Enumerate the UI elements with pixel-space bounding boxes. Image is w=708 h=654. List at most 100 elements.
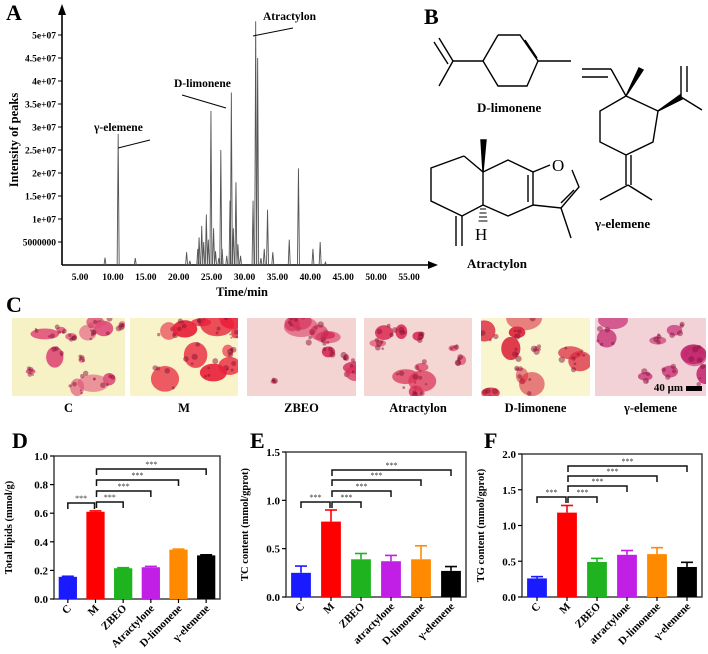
peak-annotation: D-limonene: [174, 78, 231, 90]
bar: [58, 576, 77, 599]
significance-label: ***: [371, 471, 383, 480]
bar: [86, 511, 105, 599]
y-tick-label: 2.5e+07: [25, 147, 56, 157]
y-tick-label: 4.5e+07: [25, 55, 56, 65]
y-tick-label: 1.0: [502, 521, 516, 533]
significance-label: ***: [546, 488, 558, 497]
y-tick-label: 0.8: [34, 480, 48, 492]
bar: [381, 561, 401, 597]
bar: [321, 521, 341, 597]
micrograph-elemene: 40 μm: [595, 318, 706, 396]
category-label: M: [557, 600, 573, 616]
bar: [351, 559, 371, 597]
peak-annotation: Atractylon: [263, 11, 317, 23]
micrograph-label: C: [63, 401, 74, 415]
category-label: C: [293, 601, 307, 615]
bar: [114, 568, 133, 599]
d-limonene-structure: [433, 34, 571, 87]
y-tick-label: 4e+07: [32, 78, 56, 88]
y-tick-label: 2e+07: [32, 170, 56, 180]
tc-content-bar-chart: 0.00.51.01.5TC content (mmol/gprot)C M ZBE…: [240, 447, 467, 648]
micrograph-label: Atractylon: [389, 401, 447, 415]
significance-label: ***: [104, 493, 116, 502]
micrograph-label: M: [178, 401, 190, 415]
tg-content-bar-chart: 0.0 0.5 1.0 1.5 2.0 TG content (mmol/gprot) C M…: [476, 449, 703, 648]
y-tick-label: 1.5: [266, 447, 280, 459]
category-label: C: [60, 603, 74, 617]
significance-label: ***: [356, 482, 368, 491]
scale-bar: 40 μm: [654, 382, 702, 394]
significance-label: ***: [386, 461, 398, 470]
micrograph-zbeo: [247, 318, 356, 396]
significance-label: ***: [118, 482, 130, 491]
y-tick-label: 5000000: [23, 239, 57, 249]
significance-label: ***: [132, 471, 144, 480]
y-axis-title: Total lipids (mmol/g): [4, 480, 15, 574]
y-tick-label: 1e+07: [32, 216, 56, 226]
y-tick-label: 0.2: [34, 565, 48, 577]
bar: [587, 561, 607, 597]
panel-label-f: F: [484, 428, 498, 453]
y-tick-label: 0.0: [502, 592, 516, 604]
micrograph-m: [130, 318, 238, 396]
panel-label-d: D: [12, 428, 28, 453]
category-label: M: [321, 600, 337, 616]
significance-bracket: ***: [331, 461, 452, 476]
y-tick-label: 0.5: [266, 544, 280, 556]
x-tick-label: 5.00: [72, 273, 89, 283]
scale-bar-line: [686, 385, 702, 391]
significance-label: ***: [607, 467, 619, 476]
micrograph-label: γ-elemene: [623, 401, 678, 415]
x-tick-label: 55.00: [398, 273, 420, 283]
gamma-elemene-structure: [582, 66, 703, 201]
y-tick-label: 0.6: [34, 508, 48, 520]
y-tick-label: 0.0: [266, 592, 280, 604]
y-axis-title: TG content (mmol/gprot): [476, 468, 487, 582]
y-axis-title: TC content (mmol/gprot): [240, 468, 251, 581]
significance-bracket: ***: [95, 460, 207, 475]
x-axis-arrow-icon: [428, 261, 438, 269]
bar: [169, 549, 188, 599]
chemical-structures: D-limonene γ-elemene O H Atractylon: [430, 34, 703, 271]
micrograph-atractylon: [364, 318, 472, 396]
y-tick-label: 0.0: [34, 594, 48, 606]
significance-label: ***: [341, 493, 353, 502]
significance-label: ***: [577, 488, 589, 497]
bar: [677, 566, 697, 597]
significance-bracket: ***: [95, 482, 152, 497]
significance-label: ***: [622, 457, 634, 466]
y-tick-label: 0.4: [34, 537, 48, 549]
scale-bar-label: 40 μm: [653, 382, 683, 394]
x-tick-label: 35.00: [267, 273, 289, 283]
x-tick-label: 15.00: [135, 273, 157, 283]
significance-label: ***: [592, 477, 604, 486]
micrograph-label: ZBEO: [284, 401, 319, 415]
y-tick-label: 3.5e+07: [25, 101, 56, 111]
bar: [141, 567, 160, 599]
significance-label: ***: [75, 494, 87, 503]
significance-bracket: ***: [67, 494, 96, 509]
x-tick-label: 40.00: [300, 273, 322, 283]
atractylon-hydrogen-atom: H: [475, 225, 487, 244]
peak-annotation: γ-elemene: [93, 122, 143, 134]
total-lipids-bar-chart: 0.0 0.2 0.4 0.6 0.8 1.0 Total lipids (mmol/g) C…: [4, 451, 221, 650]
y-tick-label: 3e+07: [32, 124, 56, 134]
x-axis-title: Time/min: [216, 285, 268, 299]
x-tick-label: 30.00: [234, 273, 256, 283]
y-tick-label: 1.5e+07: [25, 193, 56, 203]
chromatogram-chart: 5.00 10.00 15.00 20.00 25.00 30.00 35.00 40.00 4…: [7, 4, 438, 299]
atractylon-oxygen-atom: O: [552, 156, 564, 175]
panel-label-b: B: [424, 4, 439, 29]
significance-bracket: ***: [95, 471, 180, 486]
x-tick-label: 25.00: [201, 273, 223, 283]
y-tick-label: 1.5: [502, 485, 516, 497]
bar: [197, 555, 216, 599]
y-axis-title: Intensity of peaks: [7, 93, 21, 188]
atractylon-label: Atractylon: [467, 256, 528, 271]
plot-frame: [285, 451, 467, 598]
significance-bracket: ***: [567, 477, 628, 492]
y-tick-label: 2.0: [502, 449, 516, 461]
category-label: C: [529, 601, 543, 615]
plot-frame: [53, 455, 221, 600]
y-axis-arrow-icon: [58, 4, 66, 15]
